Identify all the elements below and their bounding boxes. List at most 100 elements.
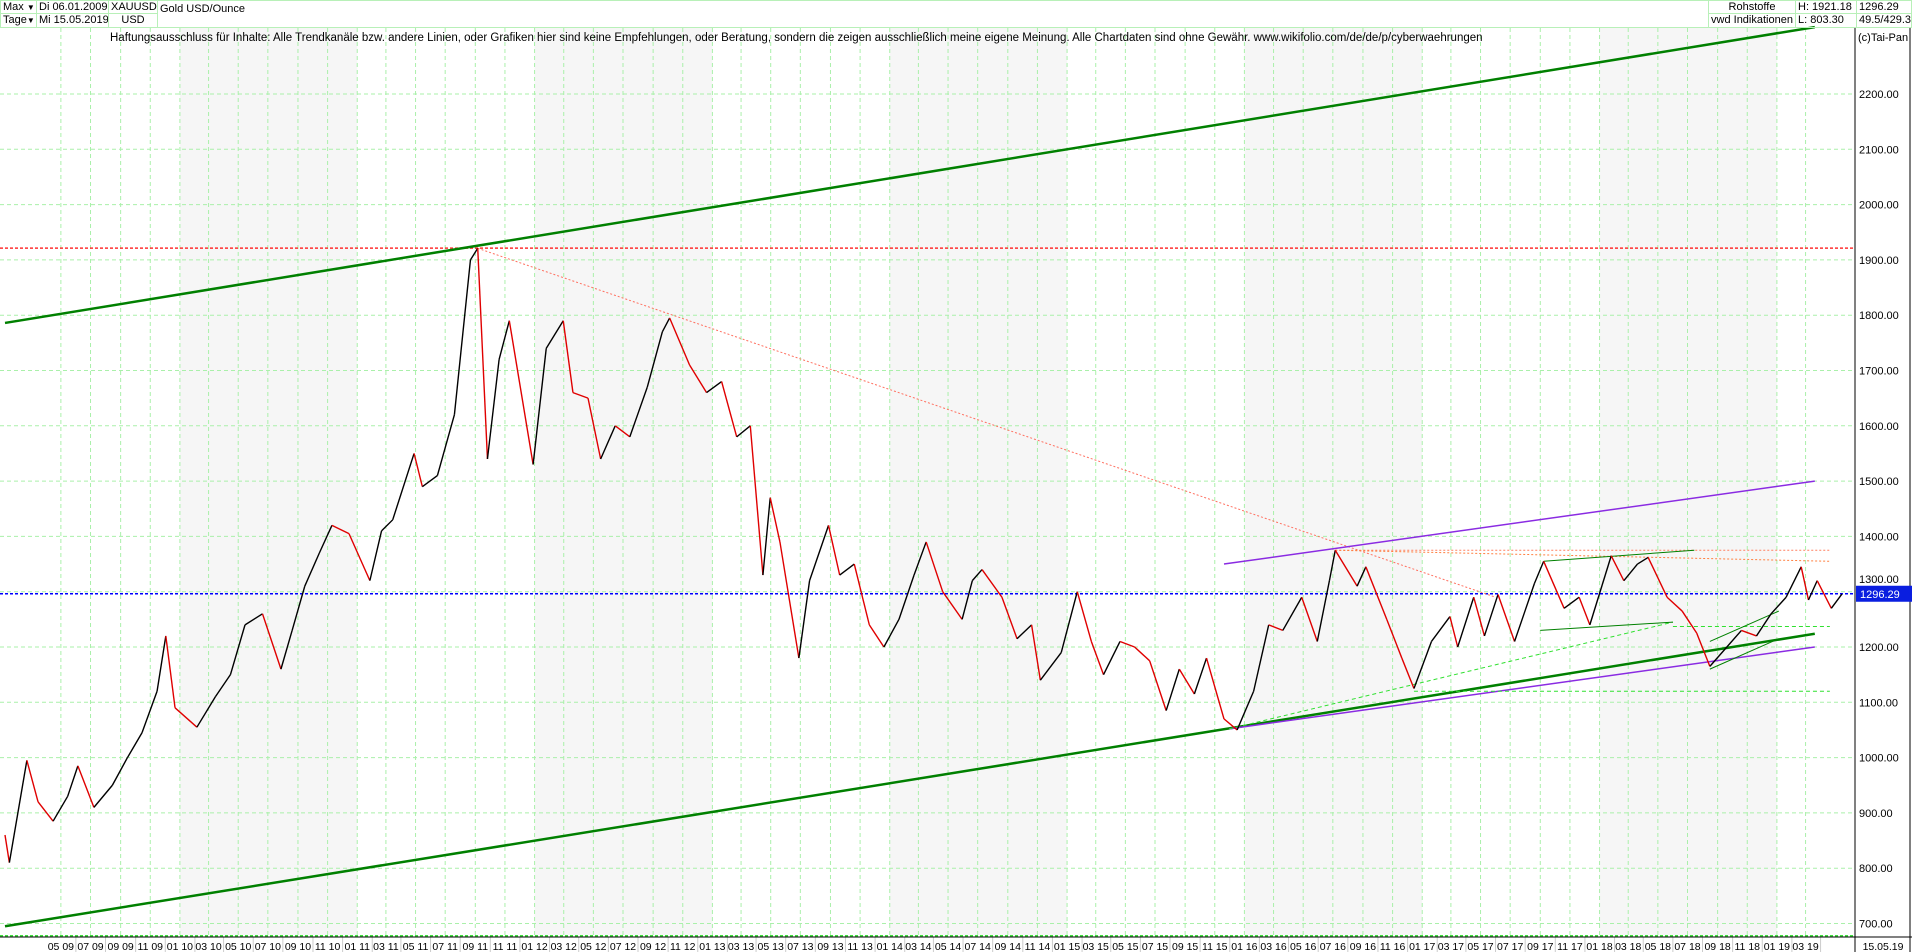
y-tick-label: 1000.00	[1859, 753, 1899, 765]
x-tick-label: 07 15	[1142, 941, 1168, 952]
high-value: H: 1921.18	[1795, 0, 1857, 14]
x-tick-label: 05 15	[1112, 941, 1138, 952]
x-tick-label: 11 09	[138, 941, 164, 952]
y-tick-label: 2200.00	[1859, 89, 1899, 101]
y-tick-label: 1900.00	[1859, 255, 1899, 267]
x-tick-label: 09 09	[107, 941, 133, 952]
price-segment	[381, 519, 394, 532]
price-segment	[331, 524, 350, 535]
x-tick-label: 05 18	[1645, 941, 1671, 952]
x-tick-label: 03 12	[551, 941, 577, 952]
price-segment	[688, 364, 708, 393]
price-segment	[280, 630, 293, 670]
end-date-label: 15.05.19	[1863, 941, 1904, 952]
price-segment	[1666, 596, 1683, 612]
price-segment	[229, 624, 246, 675]
price-segment	[545, 320, 564, 349]
x-tick-label: 03 16	[1260, 941, 1286, 952]
price-segment	[1770, 596, 1787, 615]
price-segment	[1533, 561, 1545, 584]
price-segment	[1830, 593, 1843, 609]
price-segment	[1513, 583, 1536, 642]
price-segment	[1457, 597, 1475, 648]
price-segment	[156, 635, 167, 692]
instrument-name: Gold USD/Ounce	[157, 0, 1709, 28]
price-segment	[486, 359, 500, 460]
x-tick-label: 01 12	[521, 941, 547, 952]
x-tick-label: 01 19	[1764, 941, 1790, 952]
trendline	[1223, 480, 1815, 565]
price-segment	[1497, 594, 1516, 642]
y-tick-label: 800.00	[1859, 863, 1893, 875]
x-tick-label: 11 13	[847, 941, 873, 952]
price-segment	[1178, 668, 1195, 695]
price-segment	[1205, 657, 1225, 720]
price-segment	[1001, 596, 1018, 639]
x-tick-label: 03 18	[1615, 941, 1641, 952]
y-tick-label: 700.00	[1859, 919, 1893, 931]
price-segment	[453, 259, 472, 415]
interval-label: Tage	[3, 14, 27, 26]
price-segment	[1563, 596, 1580, 609]
x-tick-label: 09 12	[640, 941, 666, 952]
price-segment	[600, 425, 616, 460]
price-segment	[1102, 641, 1121, 675]
price-segment	[508, 320, 534, 465]
y-tick-label: 1200.00	[1859, 642, 1899, 654]
price-segment	[629, 386, 648, 438]
price-segment	[532, 348, 547, 465]
price-segment	[1623, 563, 1638, 582]
price-segment	[562, 320, 574, 393]
price-segment	[898, 574, 915, 620]
x-tick-label: 03 17	[1438, 941, 1464, 952]
price-segment	[981, 569, 1003, 598]
currency: USD	[108, 13, 158, 28]
y-tick-label: 1500.00	[1859, 476, 1899, 488]
price-segment	[469, 247, 479, 261]
price-segment	[1800, 566, 1810, 601]
x-tick-label: 07 11	[432, 941, 458, 952]
price-segment	[369, 530, 383, 581]
interval-select[interactable]: Tage▼	[0, 13, 37, 28]
trendline	[1335, 549, 1830, 562]
price-segment	[1807, 580, 1818, 601]
price-segment	[827, 525, 841, 576]
x-tick-label: 11 17	[1557, 941, 1583, 952]
chevron-down-icon: ▼	[26, 16, 35, 25]
price-segment	[1316, 580, 1331, 642]
range-select[interactable]: Max ▼	[0, 0, 37, 14]
price-segment	[668, 317, 691, 366]
x-tick-label: 01 16	[1231, 941, 1257, 952]
x-tick-label: 03 10	[195, 941, 221, 952]
price-segment	[1356, 566, 1367, 587]
price-segment	[1060, 591, 1078, 653]
y-tick-label: 1100.00	[1859, 697, 1898, 709]
price-segment	[1328, 550, 1336, 581]
x-tick-label: 09 11	[463, 941, 489, 952]
price-segment	[392, 453, 415, 521]
trendline	[1229, 646, 1815, 730]
x-tick-label: 09 13	[817, 941, 843, 952]
price-segment	[1401, 657, 1415, 689]
category: Rohstoffe	[1708, 0, 1796, 14]
ratio-value: 49.5/429.3	[1856, 13, 1912, 28]
price-segment	[1449, 616, 1459, 648]
symbol: XAUUSD	[108, 0, 158, 14]
price-segment	[1334, 549, 1358, 587]
price-segment	[77, 765, 95, 808]
price-segment	[348, 533, 371, 581]
trendline	[1229, 621, 1674, 730]
price-segment	[1016, 624, 1033, 640]
x-tick-label: 07 16	[1320, 941, 1346, 952]
last-price-badge	[1856, 585, 1912, 602]
x-tick-label: 09 17	[1527, 941, 1553, 952]
price-segment	[853, 563, 871, 626]
price-segment	[661, 317, 671, 333]
price-segment	[498, 320, 510, 360]
price-segment	[291, 585, 306, 631]
price-segment	[141, 691, 158, 733]
x-tick-label: 03 13	[728, 941, 754, 952]
price-segment	[942, 591, 963, 620]
x-tick-label: 05 16	[1290, 941, 1316, 952]
